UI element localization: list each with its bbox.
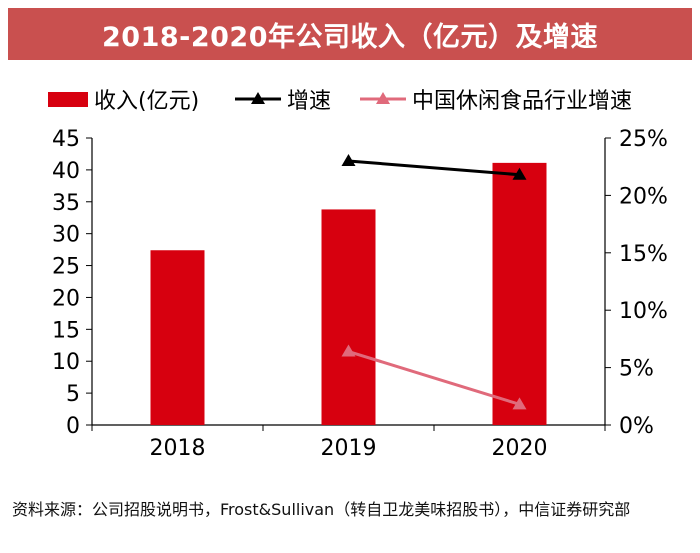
chart-title: 2018-2020年公司收入（亿元）及增速 xyxy=(102,21,598,53)
y-right-tick-label: 0% xyxy=(619,414,654,439)
x-tick-label: 2019 xyxy=(321,436,377,461)
industry-growth-marker xyxy=(512,397,527,410)
y-left-tick-label: 10 xyxy=(52,350,80,375)
industry-growth-line xyxy=(348,350,520,406)
legend-item-revenue: 收入(亿元) xyxy=(48,82,199,116)
chart-title-banner: 2018-2020年公司收入（亿元）及增速 xyxy=(8,8,692,60)
y-right-tick-label: 25% xyxy=(619,127,668,152)
y-right-tick-label: 15% xyxy=(619,242,668,267)
industry-growth-marker xyxy=(341,344,356,357)
y-left-tick-label: 35 xyxy=(52,191,80,216)
bar-revenue xyxy=(150,250,205,425)
source-note: 资料来源：公司招股说明书，Frost&Sullivan（转自卫龙美味招股书），中… xyxy=(12,500,631,519)
legend-swatch-revenue xyxy=(48,91,88,107)
legend: 收入(亿元) 增速 中国休闲食品行业增速 xyxy=(0,82,700,116)
growth-line xyxy=(348,159,520,177)
growth-marker xyxy=(341,153,356,166)
y-left-tick-label: 40 xyxy=(52,159,80,184)
y-left-tick-label: 20 xyxy=(52,286,80,311)
y-left-tick-label: 45 xyxy=(52,127,80,152)
legend-label-industry: 中国休闲食品行业增速 xyxy=(412,89,633,114)
y-left-tick-label: 15 xyxy=(52,318,80,343)
legend-item-industry: 中国休闲食品行业增速 xyxy=(360,82,632,116)
y-left-tick-label: 25 xyxy=(52,255,80,280)
y-left-tick-label: 30 xyxy=(52,223,80,248)
y-right-tick-label: 5% xyxy=(619,357,654,382)
combo-chart: 0 5 10 15 20 25 30 35 40 45 0% 5% 10% 15% 20% 25% 2018 20… xyxy=(52,127,668,461)
legend-swatch-growth xyxy=(235,92,281,104)
bar-revenue xyxy=(492,162,547,425)
x-tick-label: 2020 xyxy=(492,436,548,461)
legend-item-growth: 增速 xyxy=(235,82,331,116)
growth-marker xyxy=(512,167,527,180)
y-left-tick-label: 0 xyxy=(66,414,80,439)
bar-revenue xyxy=(321,209,376,425)
legend-label-growth: 增速 xyxy=(287,89,332,114)
y-right-tick-label: 10% xyxy=(619,299,668,324)
legend-swatch-industry xyxy=(360,92,406,104)
y-left-tick-label: 5 xyxy=(66,382,80,407)
legend-label-revenue: 收入(亿元) xyxy=(94,89,200,114)
y-right-tick-label: 20% xyxy=(619,184,668,209)
x-tick-label: 2018 xyxy=(150,436,206,461)
